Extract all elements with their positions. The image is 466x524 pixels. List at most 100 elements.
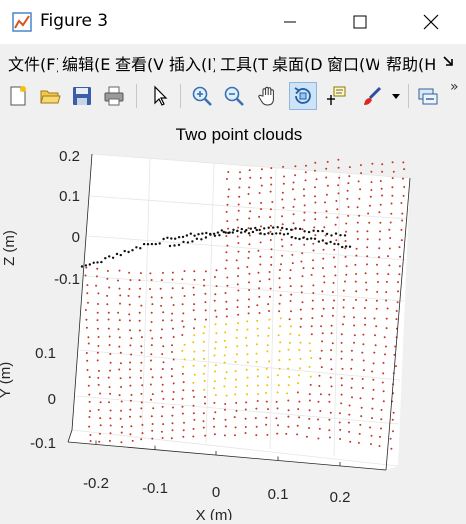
- red-point: [254, 417, 257, 420]
- red-point: [355, 247, 358, 250]
- red-point: [138, 329, 141, 332]
- red-point: [172, 336, 175, 338]
- red-point: [182, 381, 185, 384]
- red-point: [249, 210, 252, 213]
- red-point: [359, 188, 362, 191]
- red-point: [183, 295, 186, 297]
- red-point: [150, 415, 153, 418]
- new-figure-button[interactable]: [4, 82, 32, 110]
- link-plot-button[interactable]: [414, 82, 442, 110]
- red-point: [128, 271, 131, 274]
- brush-button[interactable]: [358, 82, 386, 110]
- red-point: [275, 417, 278, 420]
- y-tick-label: 0.1: [35, 345, 56, 362]
- black-point: [275, 232, 278, 235]
- red-point: [244, 426, 247, 428]
- red-point: [248, 217, 251, 220]
- pan-button[interactable]: [254, 82, 282, 110]
- grid-line: [269, 167, 277, 450]
- red-point: [129, 415, 131, 418]
- red-point: [109, 392, 112, 395]
- rotate-3d-button[interactable]: [289, 82, 317, 110]
- black-point: [341, 245, 344, 249]
- red-point: [89, 410, 92, 413]
- red-point: [356, 230, 359, 233]
- yellow-point: [266, 344, 269, 347]
- edit-plot-button[interactable]: [146, 82, 174, 110]
- menu-tools[interactable]: 工具(T): [220, 55, 268, 74]
- maximize-button[interactable]: [325, 0, 395, 44]
- yellow-point: [279, 341, 282, 344]
- red-point: [162, 319, 164, 322]
- yellow-point: [256, 327, 259, 330]
- black-point: [213, 234, 217, 237]
- red-point: [109, 417, 112, 420]
- black-point: [185, 234, 189, 237]
- red-point: [259, 280, 261, 283]
- red-point: [226, 244, 229, 247]
- menu-view[interactable]: 查看(V): [115, 55, 163, 74]
- red-point: [319, 357, 322, 360]
- yellow-point: [235, 378, 238, 381]
- red-point: [119, 377, 122, 380]
- menu-file[interactable]: 文件(F): [8, 55, 58, 74]
- yellow-point: [265, 392, 268, 394]
- 3d-axes[interactable]: Two point clouds 0.2 0.1 0 -0.1 Z (m) 0.…: [0, 118, 466, 524]
- black-point: [216, 231, 220, 234]
- save-button[interactable]: [68, 82, 96, 110]
- toolbar-separator: [180, 84, 181, 108]
- red-point: [351, 358, 353, 361]
- red-point: [86, 369, 89, 371]
- red-point: [374, 334, 376, 337]
- red-point: [330, 332, 333, 335]
- black-point: [127, 250, 130, 254]
- red-point: [318, 427, 321, 430]
- menu-edit[interactable]: 编辑(E): [62, 55, 110, 74]
- zoom-in-button[interactable]: [188, 82, 216, 110]
- red-point: [344, 255, 347, 258]
- print-button[interactable]: [100, 82, 128, 110]
- red-point: [159, 287, 162, 290]
- red-point: [260, 225, 262, 228]
- menu-window[interactable]: 窗口(W): [327, 55, 379, 74]
- red-point: [282, 206, 285, 209]
- red-point: [161, 368, 164, 370]
- black-point: [306, 237, 309, 241]
- close-button[interactable]: [396, 0, 466, 44]
- yellow-point: [308, 365, 311, 368]
- toolbar-overflow-button[interactable]: »: [450, 79, 459, 95]
- menu-insert[interactable]: 插入(I): [169, 55, 215, 74]
- red-point: [129, 344, 132, 347]
- brush-dropdown-button[interactable]: [388, 82, 404, 110]
- red-point: [372, 378, 375, 381]
- menu-help[interactable]: 帮助(H): [386, 55, 436, 74]
- red-point: [160, 296, 163, 299]
- red-point: [376, 290, 379, 293]
- data-cursor-button[interactable]: [322, 82, 350, 110]
- red-point: [270, 256, 273, 259]
- black-point: [150, 242, 154, 246]
- red-point: [88, 425, 91, 428]
- red-point: [365, 281, 368, 284]
- red-point: [235, 409, 238, 412]
- red-point: [311, 299, 314, 302]
- red-point: [236, 235, 239, 238]
- red-point: [390, 212, 393, 215]
- minimize-button[interactable]: [255, 0, 325, 44]
- zoom-out-button[interactable]: [220, 82, 248, 110]
- print-icon: [104, 86, 124, 106]
- open-file-button[interactable]: [36, 82, 64, 110]
- red-point: [330, 324, 333, 327]
- red-point: [160, 376, 163, 379]
- menu-more-arrow-icon[interactable]: [442, 55, 454, 67]
- red-point: [402, 177, 404, 180]
- red-point: [139, 376, 142, 379]
- data-cursor-icon: [327, 86, 346, 105]
- red-point: [392, 411, 395, 414]
- menu-desktop[interactable]: 桌面(D): [272, 55, 322, 74]
- red-point: [118, 394, 121, 397]
- yellow-point: [288, 341, 291, 344]
- red-point: [265, 423, 268, 426]
- red-point: [239, 171, 241, 174]
- black-point: [212, 232, 216, 235]
